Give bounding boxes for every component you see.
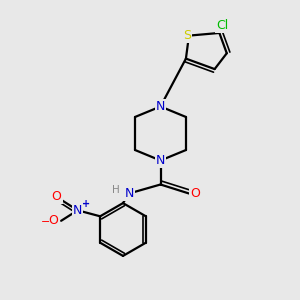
Text: −: − bbox=[41, 217, 50, 227]
Text: O: O bbox=[49, 214, 58, 227]
Text: S: S bbox=[184, 29, 191, 42]
Text: +: + bbox=[82, 199, 90, 209]
Text: N: N bbox=[73, 204, 82, 217]
Text: O: O bbox=[52, 190, 61, 203]
Text: N: N bbox=[156, 100, 165, 113]
Text: H: H bbox=[112, 185, 119, 195]
Text: N: N bbox=[124, 187, 134, 200]
Text: N: N bbox=[156, 154, 165, 167]
Text: O: O bbox=[190, 187, 200, 200]
Text: Cl: Cl bbox=[216, 19, 229, 32]
